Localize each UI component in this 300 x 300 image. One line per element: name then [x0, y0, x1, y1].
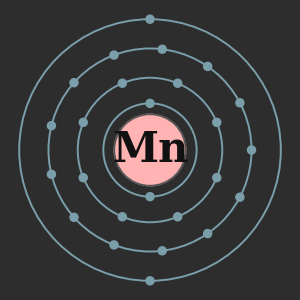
Circle shape: [110, 51, 118, 59]
Circle shape: [118, 79, 126, 87]
Circle shape: [70, 213, 78, 221]
Circle shape: [146, 15, 154, 23]
Circle shape: [204, 230, 212, 238]
Circle shape: [174, 79, 182, 87]
Circle shape: [248, 146, 256, 154]
Circle shape: [110, 241, 118, 249]
Circle shape: [146, 277, 154, 285]
Circle shape: [213, 174, 221, 182]
Circle shape: [70, 79, 78, 87]
Circle shape: [158, 45, 166, 53]
Text: Mn: Mn: [112, 129, 188, 171]
Circle shape: [158, 247, 166, 255]
Circle shape: [174, 213, 182, 221]
Circle shape: [47, 122, 56, 130]
Circle shape: [236, 99, 244, 107]
Circle shape: [146, 193, 154, 201]
Circle shape: [79, 118, 87, 126]
Circle shape: [114, 114, 186, 186]
Circle shape: [236, 193, 244, 201]
Circle shape: [204, 62, 212, 70]
Circle shape: [213, 118, 221, 126]
Circle shape: [146, 99, 154, 107]
Circle shape: [118, 213, 126, 221]
Circle shape: [47, 170, 56, 178]
Circle shape: [79, 174, 87, 182]
